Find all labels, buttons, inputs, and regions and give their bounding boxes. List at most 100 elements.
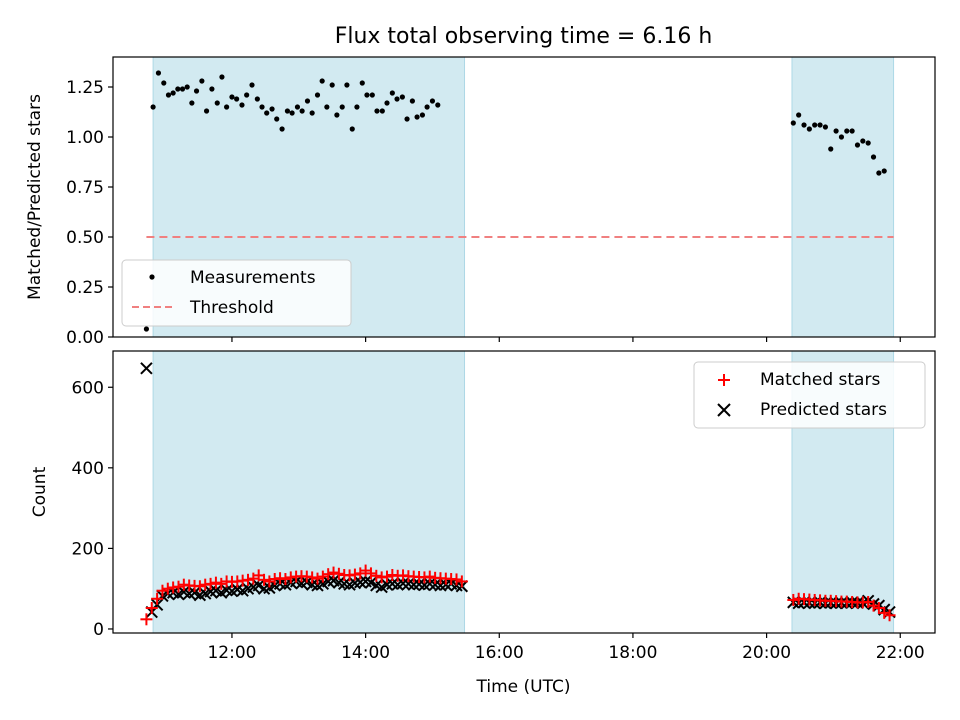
- measurement-point: [796, 112, 802, 118]
- chart-title: Flux total observing time = 6.16 h: [335, 24, 713, 49]
- matched-star-point: [450, 573, 463, 586]
- bottom-panel: 0 200 400 600 12:00 14:00 16:00 18:00 20:00 22:00…: [30, 350, 936, 697]
- measurement-point: [344, 82, 350, 88]
- measurement-point: [876, 170, 882, 176]
- matched-star-point: [172, 580, 185, 593]
- measurement-point: [214, 100, 220, 106]
- matched-star-points: [140, 564, 896, 626]
- top-ytick-label: 1.25: [66, 78, 104, 98]
- measurement-point: [155, 70, 162, 76]
- measurement-point: [209, 86, 215, 92]
- matched-star-point: [258, 573, 271, 586]
- top-panel: 0.00 0.25 0.50 0.75 1.00 1.25 Matched/Predict…: [25, 56, 936, 348]
- measurement-point: [424, 104, 430, 110]
- bottom-axes: 0 200 400 600 12:00 14:00 16:00 18:00 20:00 22:00: [72, 378, 925, 663]
- measurement-point: [165, 92, 172, 98]
- matched-star-point: [423, 570, 436, 583]
- bottom-ylabel: Count: [30, 466, 50, 517]
- measurement-point: [150, 104, 156, 110]
- matched-star-point: [156, 584, 169, 597]
- matched-star-point: [364, 567, 377, 580]
- measurement-point: [161, 80, 167, 86]
- measurement-point: [384, 100, 390, 106]
- matched-star-point: [145, 602, 158, 615]
- measurement-point: [409, 98, 415, 104]
- measurement-point: [189, 100, 195, 106]
- measurement-point: [170, 90, 176, 96]
- matched-star-point: [140, 613, 153, 626]
- measurement-point: [284, 108, 291, 114]
- measurement-point: [274, 116, 280, 122]
- measurement-point: [844, 128, 850, 134]
- measurement-point: [244, 92, 250, 98]
- top-ytick-label: 0.25: [66, 278, 104, 298]
- measurement-point: [229, 94, 235, 100]
- x-axis-label: Time (UTC): [476, 677, 571, 697]
- measurement-point: [184, 84, 190, 90]
- measurement-point: [838, 134, 845, 140]
- matched-star-point: [161, 582, 174, 595]
- measurement-point: [359, 80, 365, 86]
- top-ytick-label: 1.00: [66, 128, 104, 148]
- measurement-point: [881, 168, 887, 174]
- predicted-star-point: [140, 362, 153, 375]
- top-ytick-label: 0.50: [66, 228, 104, 248]
- measurement-point: [254, 96, 260, 102]
- bottom-plot-frame: [112, 350, 936, 634]
- top-shaded-span-2: [791, 56, 895, 338]
- top-plot-frame: [112, 56, 936, 338]
- matched-star-point: [327, 566, 340, 579]
- measurement-point: [404, 116, 410, 122]
- measurement-point: [369, 92, 375, 98]
- measurement-points: [143, 70, 887, 332]
- bottom-ytick-label: 200: [72, 539, 104, 559]
- measurement-point: [374, 108, 380, 114]
- bottom-xtick-label: 18:00: [608, 643, 657, 663]
- measurement-point: [294, 104, 301, 110]
- measurement-point: [790, 120, 796, 126]
- legend-threshold-label: Threshold: [189, 298, 274, 318]
- legend-measurements-marker: [149, 274, 155, 280]
- measurement-point: [304, 98, 311, 104]
- matched-star-point: [322, 568, 335, 581]
- matched-star-point: [878, 606, 891, 619]
- measurement-point: [224, 104, 230, 110]
- matched-star-point: [354, 567, 367, 580]
- matched-star-point: [332, 567, 345, 580]
- measurement-point: [854, 142, 861, 148]
- measurement-point: [314, 92, 321, 98]
- bottom-xtick-label: 20:00: [742, 643, 791, 663]
- matched-star-point: [306, 571, 319, 584]
- bottom-ytick-label: 600: [72, 378, 104, 398]
- measurement-point: [299, 108, 305, 114]
- measurement-point: [234, 96, 240, 102]
- matched-star-point: [867, 599, 880, 612]
- measurement-point: [817, 122, 823, 128]
- measurement-point: [219, 74, 225, 80]
- matched-star-point: [263, 575, 276, 588]
- bottom-xtick-label: 22:00: [876, 643, 925, 663]
- measurement-point: [193, 88, 200, 94]
- matched-star-point: [381, 570, 393, 583]
- measurement-point: [179, 86, 186, 92]
- measurement-point: [289, 110, 295, 116]
- measurement-point: [419, 112, 426, 118]
- measurement-point: [429, 98, 436, 104]
- measurement-point: [239, 102, 245, 108]
- legend-predicted-marker: [717, 403, 731, 417]
- matched-star-point: [348, 568, 361, 581]
- matched-star-point: [883, 609, 896, 622]
- legend-predicted-label: Predicted stars: [760, 400, 887, 420]
- matched-star-point: [370, 569, 383, 582]
- measurement-point: [399, 94, 405, 100]
- measurement-point: [203, 108, 210, 114]
- matched-star-point: [209, 576, 222, 589]
- measurement-point: [264, 110, 270, 116]
- top-ytick-label: 0.00: [66, 328, 104, 348]
- matched-star-point: [193, 580, 206, 593]
- measurement-point: [329, 82, 335, 88]
- matched-star-point: [204, 577, 217, 590]
- legend-matched-marker: [718, 374, 730, 386]
- top-ylabel: Matched/Predicted stars: [25, 94, 45, 300]
- measurement-point: [394, 96, 400, 102]
